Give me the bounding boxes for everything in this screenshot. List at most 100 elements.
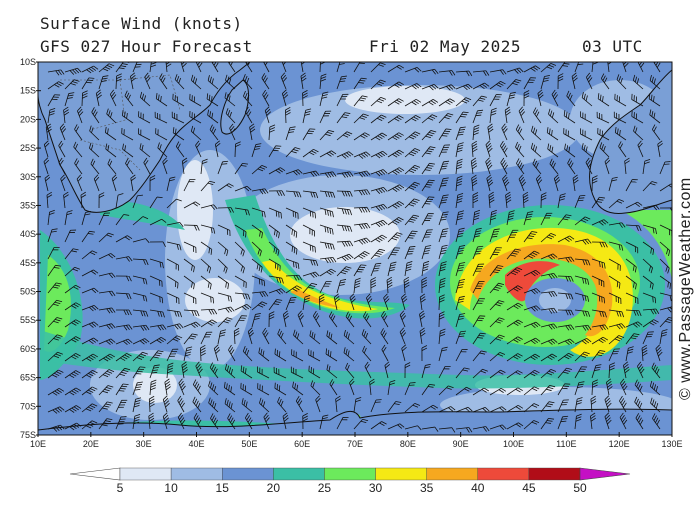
wind-barb	[259, 397, 270, 413]
wind-barb	[438, 366, 451, 379]
wind-barb	[64, 266, 80, 277]
wind-barb	[214, 140, 221, 158]
wind-barb	[353, 237, 371, 245]
wind-barb	[285, 274, 303, 281]
wind-barb	[234, 185, 252, 192]
legend-value: 20	[267, 481, 281, 495]
wind-barb	[336, 207, 353, 216]
wind-barb	[164, 378, 171, 396]
wind-barb	[557, 235, 575, 243]
wind-barb	[243, 90, 253, 107]
wind-barb	[387, 184, 405, 193]
wind-barb	[419, 310, 426, 328]
wind-barb	[455, 245, 466, 260]
lon-label: 40E	[188, 439, 204, 449]
wind-barb	[115, 367, 131, 379]
wind-barb	[251, 188, 269, 195]
wind-barb	[384, 361, 390, 379]
wind-barb	[523, 353, 540, 362]
wind-barb	[64, 422, 82, 431]
wind-barb	[455, 330, 467, 345]
wind-barb	[115, 353, 132, 362]
wind-barb	[89, 142, 100, 158]
wind-barb	[404, 115, 421, 124]
wind-barb	[292, 381, 304, 396]
wind-barb	[625, 258, 637, 273]
wind-barb	[132, 258, 149, 266]
wind-barb	[217, 317, 233, 328]
legend-value: 35	[420, 481, 434, 495]
wind-barb	[608, 176, 618, 192]
wind-barb	[619, 395, 627, 413]
wind-barb	[387, 217, 404, 226]
wind-barb	[121, 127, 134, 141]
lon-label: 100E	[503, 439, 524, 449]
wind-barb	[537, 89, 544, 107]
wind-barb	[183, 201, 201, 209]
wind-barb	[277, 396, 287, 413]
wind-barb	[242, 346, 253, 362]
wind-barb	[81, 230, 95, 243]
wind-barb	[438, 228, 449, 243]
wind-barb	[489, 247, 502, 260]
wind-barb	[107, 158, 117, 175]
wind-barb	[599, 142, 610, 158]
wind-barb	[105, 143, 117, 158]
wind-barb	[421, 345, 428, 362]
wind-barb	[285, 258, 300, 269]
wind-barb	[166, 362, 174, 379]
wind-barb	[574, 413, 582, 430]
wind-barb	[149, 175, 156, 192]
wind-barb	[229, 123, 236, 141]
wind-barb	[251, 224, 263, 239]
wind-barb	[506, 404, 524, 413]
wind-barb	[523, 288, 541, 295]
wind-barb	[502, 174, 510, 192]
wind-barb	[523, 386, 540, 396]
wind-barb	[506, 319, 523, 328]
wind-barb	[489, 317, 505, 328]
wind-barb	[200, 204, 218, 210]
lat-label: 50S	[20, 287, 36, 297]
wind-barb	[319, 129, 335, 141]
wind-barb	[642, 275, 654, 290]
wind-barb	[472, 406, 490, 413]
wind-barb	[77, 106, 84, 124]
wind-barb	[421, 404, 439, 413]
lat-label: 20S	[20, 114, 36, 124]
wind-barb	[149, 324, 167, 331]
wind-barb	[580, 128, 593, 141]
wind-barb	[370, 204, 388, 211]
legend-value: 40	[471, 481, 485, 495]
wind-barb	[115, 399, 128, 413]
wind-barb	[132, 309, 149, 317]
wind-barb	[604, 412, 612, 430]
wind-barb	[200, 275, 212, 290]
wind-barb	[572, 174, 579, 192]
wind-barb	[370, 421, 387, 430]
wind-barb	[455, 295, 465, 311]
wind-barb	[240, 382, 253, 396]
legend-swatch	[477, 467, 530, 481]
wind-barb	[574, 351, 590, 362]
wind-barb	[506, 302, 523, 311]
wind-barb	[401, 344, 407, 362]
wind-barb	[659, 275, 672, 290]
wind-barb	[300, 72, 307, 90]
wind-barb	[608, 275, 621, 289]
wind-barb	[282, 310, 290, 328]
wind-barb	[506, 67, 524, 74]
wind-barb	[642, 308, 660, 315]
wind-barb	[642, 241, 655, 256]
wind-barb	[192, 379, 202, 396]
wind-barb	[657, 140, 663, 158]
wind-barb	[353, 251, 370, 260]
wind-barb	[90, 158, 100, 175]
wind-barb	[399, 310, 407, 328]
wind-barb	[59, 123, 67, 141]
wind-barb	[178, 378, 186, 396]
wind-barb	[421, 363, 431, 379]
wind-barb	[505, 191, 512, 209]
wind-barb	[177, 395, 185, 413]
wind-barb	[590, 395, 597, 413]
